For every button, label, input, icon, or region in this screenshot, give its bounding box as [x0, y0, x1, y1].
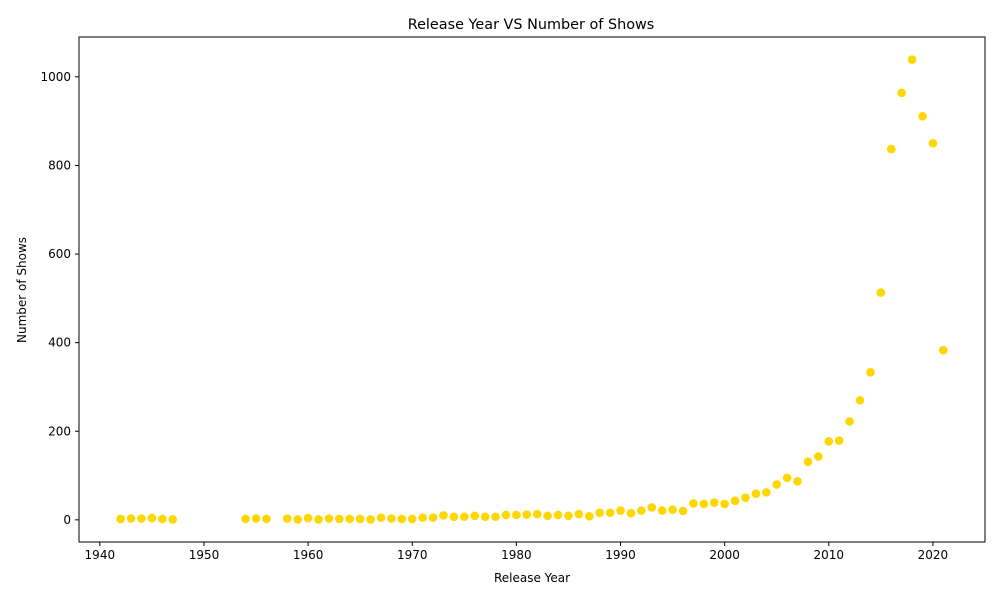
data-point [439, 511, 448, 520]
plot-area [78, 36, 986, 543]
data-point [397, 514, 407, 524]
data-point [595, 508, 604, 518]
data-point [793, 477, 802, 486]
data-point [553, 510, 563, 520]
data-point [730, 496, 740, 506]
chart-title: Release Year VS Number of Shows [408, 17, 655, 33]
data-point [814, 452, 823, 461]
data-point [282, 514, 292, 523]
plot-background [79, 37, 985, 542]
data-point [262, 514, 271, 524]
data-point [158, 514, 167, 524]
y-tick-label: 1000 [40, 70, 71, 84]
x-tick-label: 1950 [189, 548, 220, 562]
data-point [720, 499, 729, 509]
data-point [470, 511, 480, 521]
data-point [126, 514, 136, 523]
data-point [293, 515, 302, 524]
data-point [564, 511, 573, 521]
data-point [939, 345, 948, 355]
data-point [626, 508, 636, 518]
data-point [668, 505, 677, 514]
data-point [689, 499, 698, 508]
data-point [616, 506, 625, 515]
data-points [116, 55, 948, 524]
x-tick-label: 1960 [293, 548, 324, 562]
y-tick-label: 400 [48, 336, 71, 350]
data-point [772, 480, 782, 489]
data-point [751, 489, 761, 499]
data-point [335, 514, 344, 524]
data-point [605, 508, 615, 518]
data-point [709, 498, 719, 507]
data-point [366, 515, 375, 524]
data-point [501, 510, 511, 520]
data-point [886, 144, 896, 154]
x-tick-label: 2010 [814, 548, 845, 562]
data-point [241, 514, 250, 524]
y-axis-label: Number of Shows [15, 237, 29, 343]
data-point [324, 514, 334, 523]
data-point [407, 514, 417, 524]
data-point [762, 488, 771, 497]
data-point [637, 506, 646, 515]
data-point [480, 512, 490, 522]
x-axis-ticks: 1940 1950 1960 1970 1980 1990 2000 2010 2020 [85, 542, 949, 562]
data-point [584, 512, 594, 521]
data-point [147, 513, 157, 523]
y-axis-ticks: 0 200 400 600 800 1000 [40, 70, 79, 527]
data-point [845, 417, 854, 426]
data-point [449, 512, 459, 522]
x-tick-label: 1990 [605, 548, 636, 562]
x-tick-label: 1970 [397, 548, 428, 562]
data-point [460, 512, 469, 522]
data-point [897, 88, 906, 98]
data-point [251, 514, 261, 523]
data-point [918, 111, 927, 121]
data-point [543, 511, 552, 521]
x-tick-label: 1980 [501, 548, 532, 562]
data-point [866, 368, 875, 377]
data-point [532, 509, 542, 519]
y-tick-label: 0 [63, 513, 71, 527]
data-point [699, 499, 709, 509]
plot-frame [78, 36, 986, 543]
y-tick-label: 800 [48, 158, 71, 172]
data-point [491, 512, 500, 522]
data-point [907, 55, 917, 64]
data-point [574, 509, 584, 519]
data-point [647, 503, 657, 512]
data-point [834, 436, 844, 445]
y-tick-label: 200 [48, 424, 71, 438]
data-point [137, 514, 146, 523]
x-tick-label: 2000 [709, 548, 740, 562]
x-tick-label: 2020 [918, 548, 949, 562]
data-point [678, 506, 688, 516]
data-point [355, 514, 365, 524]
data-point [303, 513, 313, 523]
data-point [855, 395, 865, 405]
x-axis-label: Release Year [494, 571, 570, 585]
data-point [657, 506, 667, 515]
data-point [876, 288, 886, 297]
data-point [782, 473, 792, 483]
data-point [522, 510, 532, 519]
data-point [803, 457, 813, 467]
x-tick-label: 1940 [85, 548, 116, 562]
data-point [418, 513, 427, 522]
data-point [116, 514, 125, 524]
data-point [387, 514, 396, 523]
data-point [428, 513, 438, 522]
data-point [512, 510, 521, 520]
data-point [168, 515, 178, 524]
data-point [824, 437, 834, 446]
y-tick-label: 600 [48, 247, 71, 261]
data-point [345, 514, 355, 524]
data-point [741, 493, 750, 503]
data-point [314, 515, 323, 524]
data-point [928, 139, 938, 148]
data-point [376, 513, 386, 522]
